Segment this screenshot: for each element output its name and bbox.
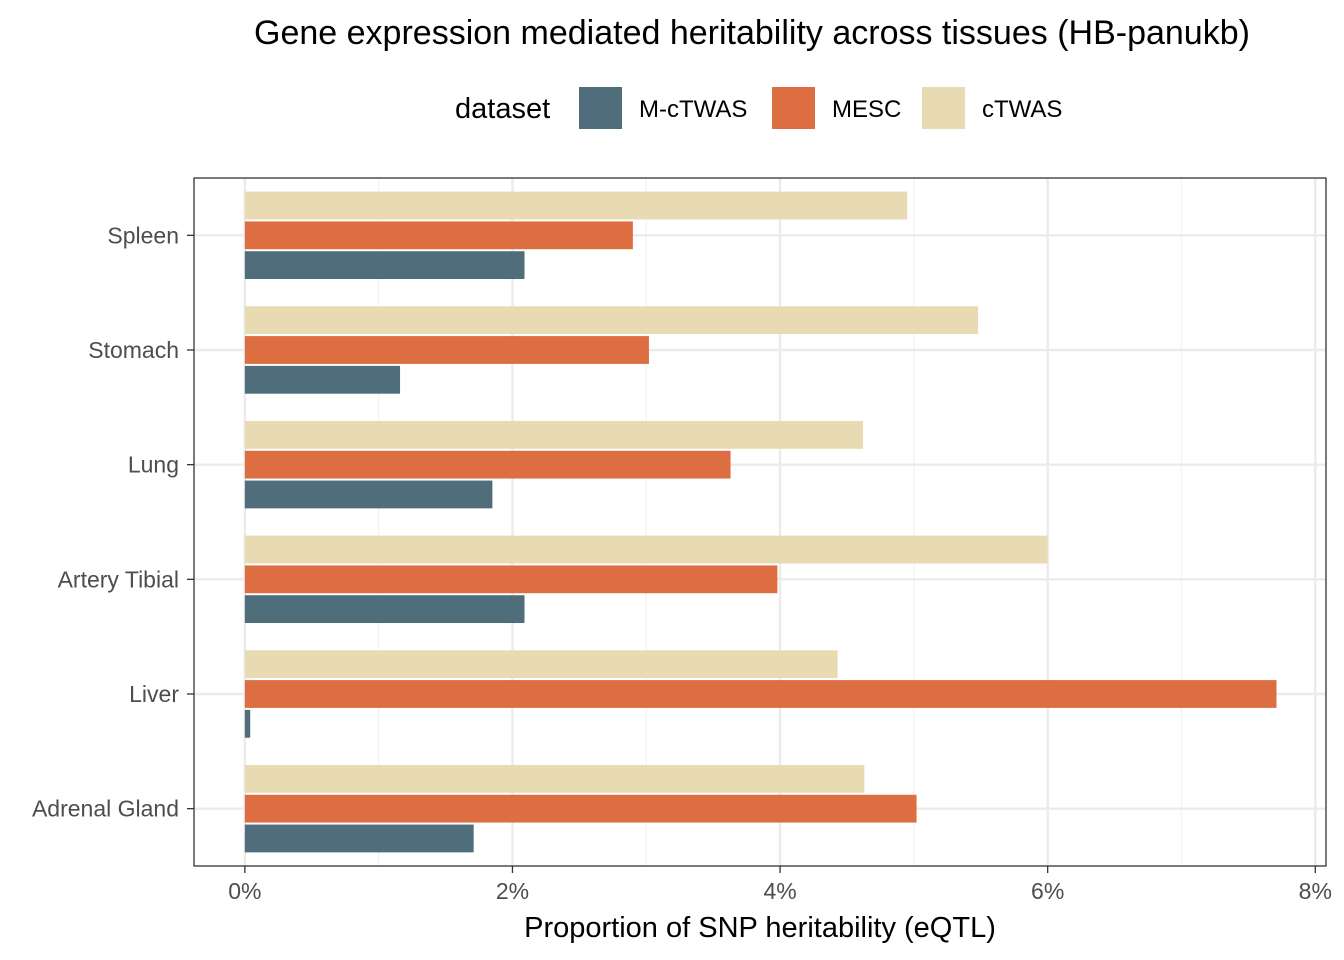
x-tick-label: 6%: [1031, 878, 1064, 904]
legend: dataset M-cTWAS MESC cTWAS: [455, 87, 1062, 129]
bar-ctwas-lung: [244, 420, 864, 449]
y-tick-label: Spleen: [107, 222, 179, 248]
legend-key-ctwas: [922, 87, 965, 129]
x-tick-label: 8%: [1299, 878, 1332, 904]
bar-ctwas-artery-tibial: [244, 535, 1048, 564]
bar-m-ctwas-spleen: [244, 251, 525, 280]
legend-label-ctwas: cTWAS: [982, 96, 1062, 123]
y-axis: Spleen Stomach Lung Artery Tibial Liver Adren…: [32, 222, 194, 822]
y-tick-label: Liver: [129, 681, 179, 707]
legend-key-mesc: [772, 87, 815, 129]
bar-mesc-lung: [244, 450, 731, 479]
bar-ctwas-spleen: [244, 191, 908, 220]
y-tick-label: Artery Tibial: [58, 566, 179, 592]
y-tick-label: Lung: [128, 452, 179, 478]
legend-key-m-ctwas: [579, 87, 622, 129]
plot-panel-border: [193, 177, 1327, 867]
chart-title: Gene expression mediated heritability ac…: [254, 14, 1250, 52]
legend-label-mesc: MESC: [832, 96, 901, 123]
bar-ctwas-liver: [244, 650, 838, 679]
legend-label-m-ctwas: M-cTWAS: [639, 96, 747, 123]
x-tick-label: 4%: [763, 878, 796, 904]
bar-mesc-spleen: [244, 221, 633, 250]
bar-m-ctwas-liver: [244, 709, 251, 738]
x-tick-label: 2%: [496, 878, 529, 904]
bar-m-ctwas-artery-tibial: [244, 595, 525, 624]
bar-mesc-artery-tibial: [244, 565, 778, 594]
bar-mesc-adrenal-gland: [244, 794, 917, 823]
grid: [194, 178, 1326, 866]
x-axis-title: Proportion of SNP heritability (eQTL): [524, 912, 996, 944]
y-tick-label: Adrenal Gland: [32, 796, 179, 822]
x-tick-label: 0%: [228, 878, 261, 904]
bar-m-ctwas-stomach: [244, 365, 401, 394]
legend-title: dataset: [455, 93, 550, 125]
x-axis: 0% 2% 4% 6% 8%: [228, 866, 1332, 904]
bar-ctwas-stomach: [244, 306, 979, 335]
bars: [244, 191, 1277, 853]
bar-m-ctwas-adrenal-gland: [244, 824, 474, 853]
bar-mesc-stomach: [244, 336, 649, 364]
bar-ctwas-adrenal-gland: [244, 764, 865, 793]
bar-mesc-liver: [244, 680, 1277, 708]
y-tick-label: Stomach: [88, 337, 179, 363]
bar-m-ctwas-lung: [244, 480, 493, 509]
